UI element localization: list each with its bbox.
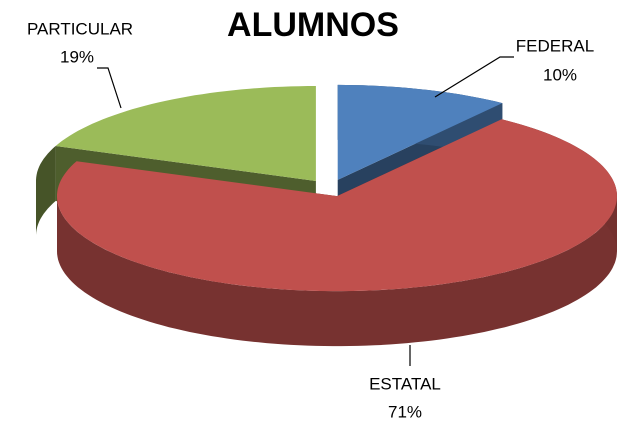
leader-line [97,67,122,109]
slice-side [36,146,56,235]
chart-title: ALUMNOS [227,6,399,44]
category-label: ESTATAL [369,374,441,393]
value-label: 10% [543,65,577,84]
slice [57,119,617,292]
slice [337,84,503,180]
leader-line [434,56,514,98]
category-label: FEDERAL [516,36,594,55]
value-label: 71% [388,402,422,421]
labels: FEDERAL 10% ESTATAL 71% PARTICULAR 19% [27,19,594,421]
value-label: 19% [60,47,94,66]
category-label: PARTICULAR [27,19,133,38]
slice-side [57,196,617,347]
slice [55,86,316,181]
pie-tops [55,84,617,292]
